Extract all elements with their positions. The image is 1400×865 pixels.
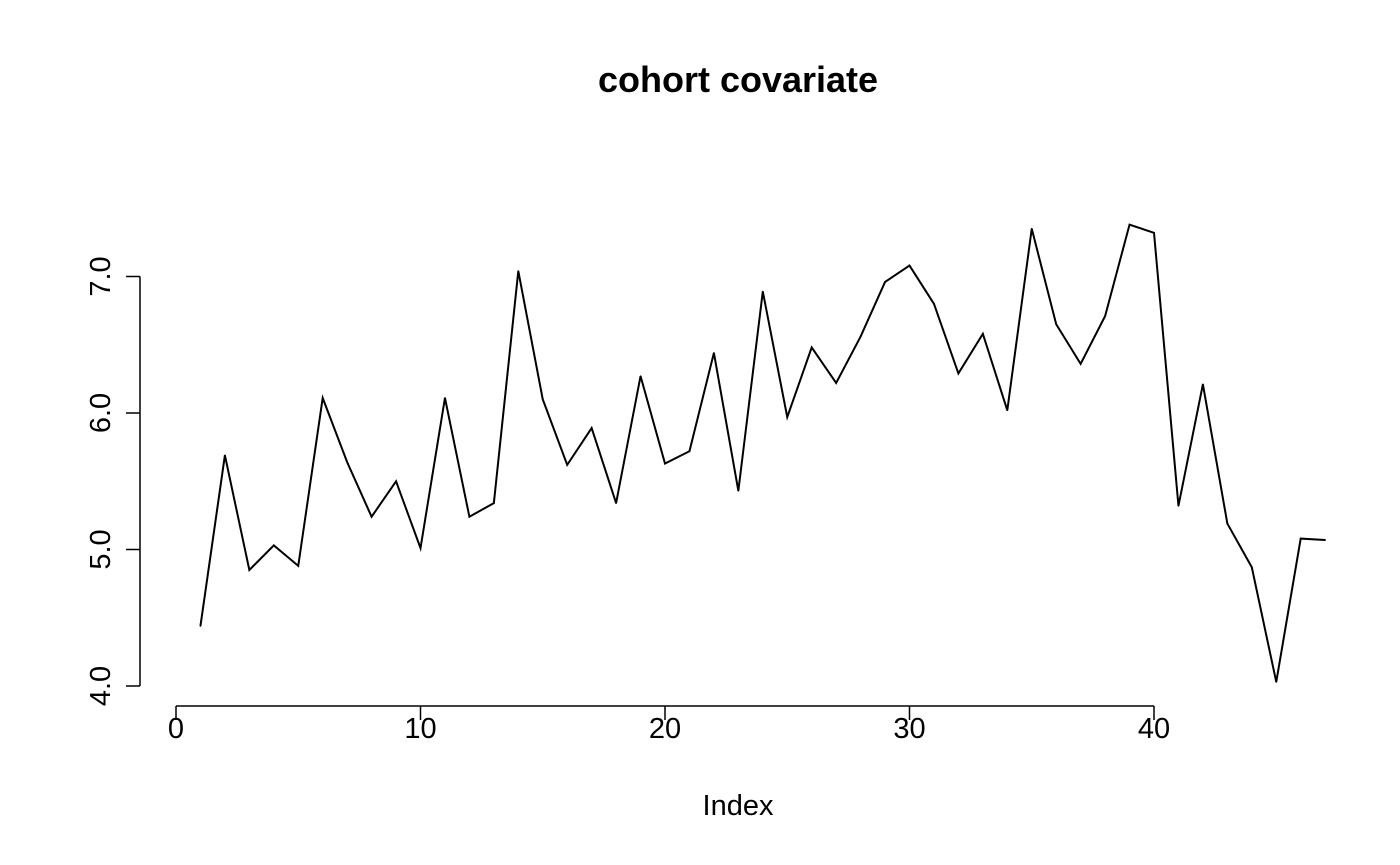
data-point (957, 372, 960, 375)
data-point (297, 565, 300, 567)
x-axis-label: Index (703, 790, 774, 822)
data-point (590, 427, 593, 429)
series-line (199, 223, 1326, 683)
data-point (1226, 522, 1229, 525)
data-point (1030, 227, 1033, 230)
data-point (1079, 363, 1082, 365)
data-point (762, 290, 764, 293)
data-point (370, 515, 373, 518)
y-tick-label: 4.0 (85, 666, 117, 706)
data-point (933, 303, 935, 305)
data-point (884, 281, 886, 283)
data-point (786, 416, 789, 418)
x-tick-label: 20 (649, 713, 681, 745)
data-point (688, 450, 691, 453)
data-point (737, 490, 740, 492)
data-point (419, 547, 422, 549)
data-point (1202, 383, 1204, 386)
series-0 (199, 223, 1326, 683)
data-point (493, 502, 495, 504)
data-point (713, 352, 715, 354)
data-point (346, 461, 348, 463)
data-point (1055, 323, 1057, 326)
data-point (1153, 232, 1155, 234)
data-point (1177, 505, 1180, 507)
data-point (248, 569, 251, 571)
x-tick-label: 0 (168, 713, 184, 745)
x-axis: 0 10 20 30 40 (168, 705, 1170, 745)
data-point (468, 515, 471, 518)
data-point (199, 625, 202, 627)
data-point (982, 333, 984, 335)
y-tick-label: 6.0 (85, 393, 117, 433)
data-point (566, 464, 568, 466)
data-point (541, 398, 544, 401)
x-tick-label: 10 (404, 713, 436, 745)
data-point (444, 397, 446, 399)
data-point (1299, 537, 1302, 540)
data-point (835, 382, 837, 384)
x-tick-label: 40 (1138, 713, 1170, 745)
data-point (1104, 315, 1106, 317)
data-point (395, 480, 397, 483)
data-point (273, 544, 275, 547)
series-group (199, 223, 1326, 683)
data-point (810, 346, 813, 349)
y-tick-label: 5.0 (85, 529, 117, 569)
data-point (859, 335, 862, 338)
y-axis: 4.0 5.0 6.0 7.0 (85, 256, 141, 706)
data-point (321, 397, 324, 399)
data-point (1128, 223, 1131, 226)
data-point (1324, 539, 1326, 541)
data-point (224, 454, 226, 457)
chart-title: cohort covariate (598, 59, 878, 100)
data-point (908, 264, 911, 267)
x-tick-label: 30 (893, 713, 925, 745)
data-point (615, 502, 617, 504)
data-point (1275, 681, 1278, 683)
y-tick-label: 7.0 (85, 256, 117, 296)
data-point (1251, 566, 1253, 569)
data-point (1006, 409, 1009, 412)
data-point (639, 375, 642, 377)
data-point (517, 270, 520, 272)
data-point (664, 462, 666, 465)
